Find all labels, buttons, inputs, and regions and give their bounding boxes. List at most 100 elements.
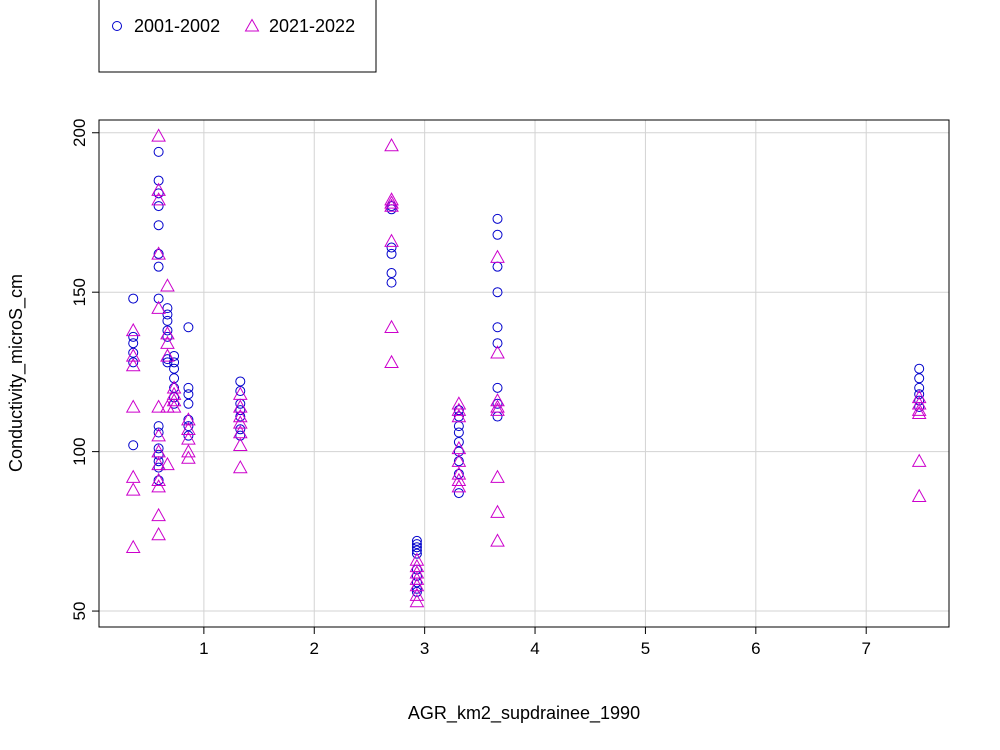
point-2021-2022: [125, 539, 141, 553]
point-2021-2022: [451, 409, 467, 423]
point-2021-2022: [160, 399, 175, 413]
point-2021-2022: [181, 450, 196, 464]
point-2001-2002: [153, 462, 164, 473]
point-2021-2022: [160, 456, 175, 471]
point-2021-2022: [125, 482, 141, 496]
point-2021-2022: [160, 348, 175, 362]
x-axis-title: AGR_km2_supdrainee_1990: [408, 703, 640, 724]
point-2021-2022: [384, 319, 399, 333]
point-2021-2022: [166, 393, 182, 407]
x-tick-label: 1: [199, 639, 208, 658]
point-2021-2022: [409, 558, 425, 573]
point-2021-2022: [181, 412, 196, 426]
point-2001-2002: [386, 248, 397, 259]
point-2001-2002: [128, 331, 139, 342]
point-2001-2002: [386, 242, 397, 253]
point-2001-2002: [128, 357, 139, 368]
x-axis: 1 2 3 4 5 6 7: [199, 627, 871, 658]
point-2001-2002: [153, 443, 164, 454]
legend-label-2001-2002: 2001-2002: [134, 16, 220, 36]
y-tick-label: 50: [70, 602, 89, 621]
plot-frame: [98, 119, 950, 628]
point-2021-2022: [384, 354, 399, 369]
point-2021-2022: [232, 415, 248, 429]
point-2001-2002: [183, 398, 194, 409]
point-2001-2002: [235, 405, 246, 416]
point-2021-2022: [490, 345, 505, 359]
point-2021-2022: [166, 380, 182, 394]
point-2021-2022: [125, 357, 141, 372]
point-2021-2022: [384, 195, 399, 209]
point-2001-2002: [162, 357, 173, 368]
point-2021-2022: [384, 137, 399, 152]
point-2021-2022: [409, 593, 425, 608]
point-2001-2002: [453, 405, 464, 416]
point-2001-2002: [492, 338, 503, 349]
point-2001-2002: [153, 449, 164, 460]
point-2021-2022: [151, 479, 166, 493]
point-2021-2022: [232, 437, 248, 451]
point-2021-2022: [151, 128, 166, 142]
point-2021-2022: [911, 389, 927, 404]
point-2021-2022: [166, 399, 182, 413]
point-2001-2002: [453, 488, 464, 499]
point-2001-2002: [169, 382, 180, 393]
point-2021-2022: [451, 453, 467, 467]
point-2021-2022: [151, 246, 166, 260]
point-2021-2022: [181, 444, 196, 458]
point-2021-2022: [151, 444, 166, 458]
point-2021-2022: [384, 198, 399, 212]
x-tick-label: 3: [420, 639, 429, 658]
point-2001-2002: [235, 430, 246, 441]
point-2001-2002: [183, 414, 194, 425]
point-2001-2002: [153, 175, 164, 186]
point-2001-2002: [153, 293, 164, 304]
point-2001-2002: [183, 421, 194, 432]
x-tick-label: 7: [861, 639, 870, 658]
point-2001-2002: [411, 545, 422, 556]
point-2001-2002: [492, 261, 503, 272]
point-2001-2002: [914, 373, 925, 384]
point-2001-2002: [153, 427, 164, 438]
point-2001-2002: [128, 440, 139, 451]
point-2021-2022: [911, 396, 927, 410]
point-2001-2002: [128, 293, 139, 304]
point-2001-2002: [411, 539, 422, 550]
point-2001-2002: [169, 357, 180, 368]
point-2021-2022: [160, 335, 175, 349]
point-2001-2002: [162, 309, 173, 320]
point-2021-2022: [151, 456, 166, 471]
point-2001-2002: [183, 322, 194, 333]
point-2001-2002: [386, 268, 397, 279]
point-2021-2022: [181, 431, 196, 445]
point-2021-2022: [911, 402, 927, 416]
point-2001-2002: [183, 389, 194, 400]
legend-marker-circle: [112, 21, 122, 31]
point-2001-2002: [386, 201, 397, 212]
legend: 2001-2002 2021-2022: [98, 0, 377, 73]
point-2021-2022: [151, 428, 166, 442]
legend-label-2021-2022: 2021-2022: [269, 16, 355, 36]
point-2001-2002: [162, 325, 173, 336]
point-2001-2002: [235, 386, 246, 397]
point-2021-2022: [125, 322, 141, 337]
x-tick-label: 4: [530, 639, 539, 658]
point-2021-2022: [232, 424, 248, 439]
point-2001-2002: [453, 456, 464, 467]
point-2001-2002: [183, 382, 194, 393]
point-2001-2002: [153, 248, 164, 259]
point-2001-2002: [492, 411, 503, 422]
point-2001-2002: [153, 261, 164, 272]
point-2001-2002: [492, 229, 503, 240]
point-2001-2002: [492, 213, 503, 224]
data-points: [125, 128, 927, 608]
point-2001-2002: [153, 201, 164, 212]
point-2021-2022: [409, 587, 425, 601]
legend-marker-triangle: [244, 18, 260, 32]
point-2001-2002: [492, 322, 503, 333]
point-2001-2002: [914, 363, 925, 374]
x-tick-label: 2: [310, 639, 319, 658]
point-2001-2002: [235, 424, 246, 435]
point-2021-2022: [490, 249, 505, 263]
point-2001-2002: [169, 363, 180, 374]
